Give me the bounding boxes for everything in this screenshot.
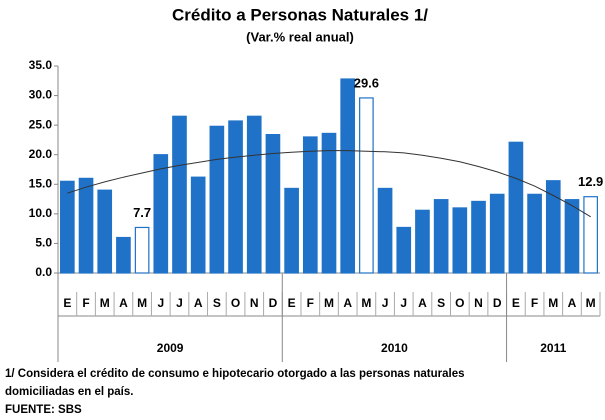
x-tick-label: M [361,296,371,310]
x-tick-label: N [250,296,259,310]
x-tick-label: J [400,296,407,310]
x-tick-label: D [493,296,502,310]
x-tick-label: J [157,296,164,310]
footnote: FUENTE: SBS [5,404,82,416]
value-label: 29.6 [354,75,379,90]
bar [246,115,262,274]
bar [78,177,94,274]
value-label: 12.9 [578,174,603,189]
bar [60,180,75,274]
bar [527,193,542,274]
bar [190,176,206,274]
y-tick-label: 0.0 [35,265,52,279]
group-label: 2009 [157,341,184,355]
group-label: 2011 [540,341,566,355]
group-label: 2010 [381,341,408,355]
value-label: 7.7 [133,205,151,220]
bar [321,132,337,274]
x-tick-label: A [418,296,427,310]
x-tick-label: A [343,296,352,310]
x-tick-label: M [100,296,110,310]
bar [452,207,468,274]
y-tick-label: 25.0 [29,117,53,131]
x-tick-label: M [586,296,596,310]
x-tick-label: M [548,296,558,310]
chart-title: Crédito a Personas Naturales 1/ [172,5,428,24]
footnote: domiciliadas en el país. [5,386,133,398]
bar [545,180,561,274]
bar [172,115,187,274]
y-tick-label: 30.0 [29,88,53,102]
x-tick-label: N [474,296,483,310]
bar [153,154,169,274]
x-tick-label: J [176,296,183,310]
bar [134,226,150,274]
bar [433,199,449,274]
x-tick-label: E [63,296,71,310]
x-tick-label: E [288,296,296,310]
bar [471,200,486,274]
x-tick-label: S [437,296,445,310]
y-tick-label: 20.0 [29,147,53,161]
bar [415,209,430,274]
bar [489,193,505,274]
trend-line [67,150,591,218]
x-tick-label: O [455,296,464,310]
bar [564,199,580,274]
bar [228,120,243,274]
x-tick-label: E [512,296,520,310]
x-tick-label: S [213,296,221,310]
bar [209,125,225,274]
bar [97,189,113,274]
footnote: 1/ Considera el crédito de consumo e hip… [5,368,464,380]
bar [396,226,412,274]
bar [508,141,524,274]
x-tick-label: M [137,296,147,310]
bar [302,136,318,274]
x-tick-label: J [382,296,389,310]
x-tick-label: F [307,296,314,310]
y-tick-label: 10.0 [29,206,53,220]
x-tick-label: A [119,296,128,310]
x-tick-label: M [324,296,334,310]
bar [116,236,131,274]
x-tick-label: O [231,296,240,310]
bar [377,187,393,274]
y-tick-label: 5.0 [35,236,52,250]
bar [340,78,356,274]
x-tick-label: F [531,296,538,310]
bar [265,134,281,274]
bar [359,97,374,274]
bar [284,187,299,274]
x-tick-label: A [568,296,577,310]
x-tick-label: D [269,296,278,310]
y-tick-label: 15.0 [29,176,53,190]
chart-subtitle: (Var.% real anual) [246,29,354,44]
y-tick-label: 35.0 [29,58,53,72]
x-tick-label: A [194,296,203,310]
bar [583,196,598,274]
x-tick-label: F [82,296,89,310]
